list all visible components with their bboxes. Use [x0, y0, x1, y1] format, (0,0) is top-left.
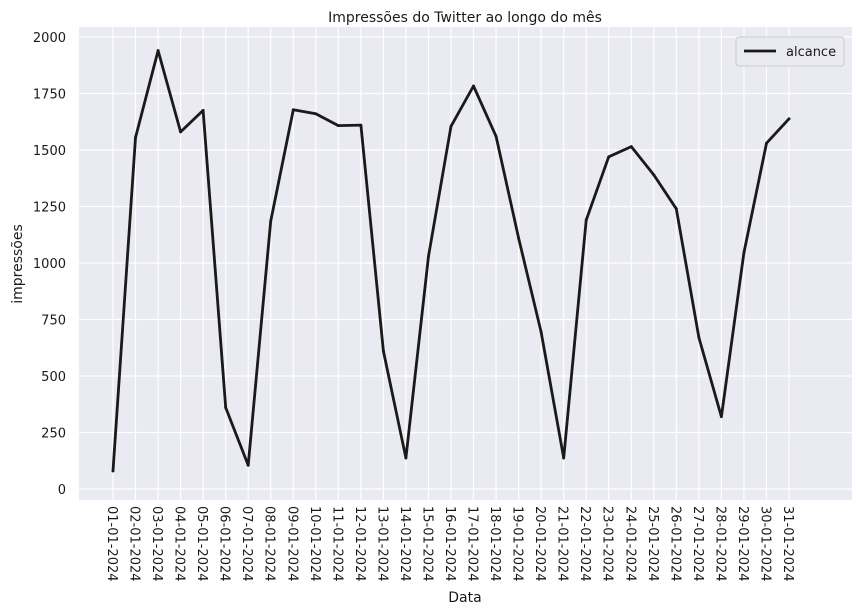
x-tick-label: 22-01-2024 [577, 506, 592, 582]
x-tick-label: 29-01-2024 [735, 506, 750, 582]
x-tick-labels: 01-01-2024 02-01-2024 03-01-2024 04-01-2024… [104, 506, 795, 582]
data-point [629, 145, 633, 149]
x-tick-label: 20-01-2024 [532, 506, 547, 582]
x-tick-label: 14-01-2024 [397, 506, 412, 582]
data-point [224, 406, 228, 410]
x-tick-label: 08-01-2024 [262, 506, 277, 582]
data-point [246, 463, 250, 467]
x-tick-label: 27-01-2024 [690, 506, 705, 582]
data-point [787, 117, 791, 121]
data-point [539, 330, 543, 334]
data-point [382, 349, 385, 353]
data-point [336, 124, 340, 127]
data-point [314, 112, 318, 116]
x-tick-label: 18-01-2024 [487, 506, 502, 582]
y-tick-label: 500 [41, 370, 66, 385]
x-tick-label: 24-01-2024 [622, 506, 637, 582]
data-point [134, 136, 137, 139]
data-point [111, 469, 115, 473]
x-tick-label: 04-01-2024 [172, 506, 187, 582]
data-point [404, 456, 408, 460]
series-points [111, 49, 791, 473]
y-tick-label: 1750 [33, 88, 66, 103]
y-tick-label: 750 [41, 314, 66, 329]
x-tick-label: 12-01-2024 [352, 506, 367, 582]
data-point [179, 130, 183, 134]
data-point [359, 123, 363, 127]
y-tick-labels: 0 250 500 750 1000 1250 1500 1750 2000 [33, 31, 66, 498]
data-point [269, 219, 273, 223]
x-tick-label: 28-01-2024 [712, 506, 727, 582]
data-point [674, 207, 678, 211]
x-tick-label: 11-01-2024 [329, 506, 344, 582]
x-tick-label: 07-01-2024 [239, 506, 254, 582]
data-point [494, 135, 498, 138]
y-tick-label: 2000 [33, 31, 66, 46]
data-point [291, 108, 295, 112]
x-tick-label: 09-01-2024 [284, 506, 299, 582]
y-tick-label: 1500 [33, 144, 66, 159]
data-point [720, 415, 723, 419]
grid-lines [79, 27, 852, 500]
x-tick-label: 13-01-2024 [374, 506, 389, 582]
data-point [449, 124, 453, 128]
data-point [472, 84, 475, 88]
x-tick-label: 30-01-2024 [757, 506, 772, 582]
data-point [697, 336, 701, 339]
x-axis-label: Data [448, 590, 481, 606]
x-tick-label: 06-01-2024 [217, 506, 232, 582]
legend-box [735, 36, 845, 67]
x-tick-label: 19-01-2024 [510, 506, 525, 582]
x-tick-label: 03-01-2024 [149, 506, 164, 582]
data-point [156, 49, 160, 52]
x-tick-label: 25-01-2024 [645, 506, 660, 582]
y-tick-label: 1000 [33, 257, 66, 272]
y-axis-label: impressões [10, 224, 26, 304]
legend-label-alcance: alcance [786, 45, 836, 60]
y-tick-label: 1250 [33, 201, 66, 216]
x-tick-label: 01-01-2024 [104, 506, 119, 582]
data-point [607, 155, 611, 159]
data-point [742, 251, 746, 255]
data-point [201, 109, 205, 112]
y-tick-label: 0 [58, 483, 66, 498]
chart-title: Impressões do Twitter ao longo do mês [328, 10, 602, 26]
x-tick-label: 10-01-2024 [307, 506, 322, 582]
x-tick-label: 31-01-2024 [780, 506, 795, 582]
data-point [427, 254, 430, 258]
x-tick-label: 05-01-2024 [194, 506, 209, 582]
data-point [765, 141, 768, 145]
data-point [652, 173, 656, 177]
x-tick-label: 21-01-2024 [555, 506, 570, 582]
data-point [562, 456, 566, 460]
x-tick-label: 23-01-2024 [600, 506, 615, 582]
data-point [584, 218, 588, 222]
x-tick-label: 02-01-2024 [127, 506, 142, 582]
legend: alcance [735, 36, 845, 67]
y-tick-label: 250 [41, 427, 66, 442]
data-point [517, 236, 520, 240]
x-tick-label: 15-01-2024 [419, 506, 434, 582]
x-tick-label: 16-01-2024 [442, 506, 457, 582]
x-tick-label: 17-01-2024 [465, 506, 480, 582]
x-tick-label: 26-01-2024 [667, 506, 682, 582]
